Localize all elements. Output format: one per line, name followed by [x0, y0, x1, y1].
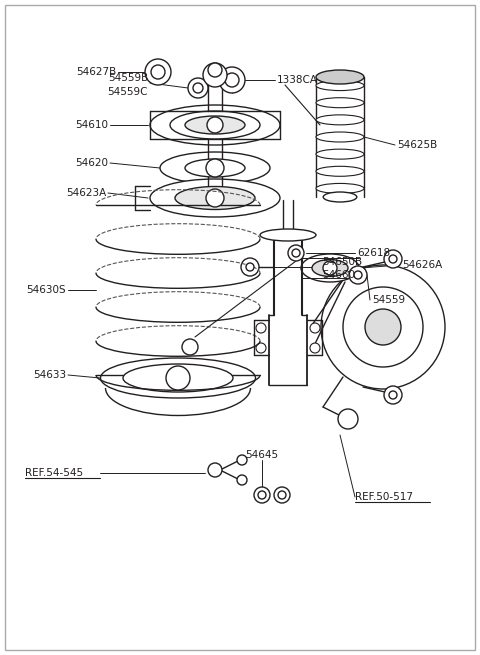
Ellipse shape: [170, 111, 260, 139]
Ellipse shape: [150, 179, 280, 217]
Circle shape: [237, 475, 247, 485]
Text: 54559B: 54559B: [108, 73, 148, 83]
Ellipse shape: [316, 166, 364, 176]
Circle shape: [145, 59, 171, 85]
Circle shape: [151, 65, 165, 79]
Circle shape: [389, 391, 397, 399]
Circle shape: [292, 249, 300, 257]
Circle shape: [323, 261, 337, 275]
Circle shape: [256, 343, 266, 353]
Text: REF.54-545: REF.54-545: [25, 468, 83, 478]
Text: REF.50-517: REF.50-517: [355, 492, 413, 502]
Circle shape: [258, 491, 266, 499]
Text: 54660: 54660: [322, 270, 355, 280]
Circle shape: [193, 83, 203, 93]
Circle shape: [225, 73, 239, 87]
Ellipse shape: [100, 358, 255, 398]
Circle shape: [219, 67, 245, 93]
Text: 54645: 54645: [245, 450, 278, 460]
Circle shape: [203, 63, 227, 87]
Circle shape: [321, 265, 445, 389]
Ellipse shape: [123, 364, 233, 392]
Circle shape: [338, 409, 358, 429]
Circle shape: [354, 271, 362, 279]
Text: 54559C: 54559C: [108, 87, 148, 97]
Ellipse shape: [185, 159, 245, 177]
Text: 54623A: 54623A: [66, 188, 106, 198]
Circle shape: [288, 245, 304, 261]
Text: 1338CA: 1338CA: [277, 75, 318, 85]
Ellipse shape: [185, 116, 245, 134]
Circle shape: [278, 491, 286, 499]
Circle shape: [207, 117, 223, 133]
Circle shape: [246, 263, 254, 271]
Circle shape: [349, 266, 367, 284]
Text: 54626A: 54626A: [402, 260, 442, 270]
Circle shape: [384, 250, 402, 268]
Text: 54559: 54559: [372, 295, 405, 305]
Circle shape: [208, 63, 222, 77]
Ellipse shape: [316, 115, 364, 125]
Ellipse shape: [316, 81, 364, 90]
Ellipse shape: [260, 229, 316, 241]
Circle shape: [384, 386, 402, 404]
Circle shape: [274, 487, 290, 503]
Ellipse shape: [323, 192, 357, 202]
Circle shape: [241, 258, 259, 276]
Circle shape: [206, 159, 224, 177]
Text: 54625B: 54625B: [397, 140, 437, 150]
Text: 54650B: 54650B: [322, 257, 362, 267]
Ellipse shape: [316, 183, 364, 193]
Circle shape: [310, 323, 320, 333]
Ellipse shape: [312, 259, 348, 276]
Text: 54633: 54633: [33, 370, 66, 380]
Ellipse shape: [316, 70, 364, 84]
Circle shape: [208, 463, 222, 477]
Text: 54630S: 54630S: [26, 285, 66, 295]
Circle shape: [166, 366, 190, 390]
Ellipse shape: [175, 187, 255, 210]
Circle shape: [365, 309, 401, 345]
Text: 54620: 54620: [75, 158, 108, 168]
Text: 62618: 62618: [357, 248, 390, 258]
Ellipse shape: [316, 132, 364, 142]
Circle shape: [310, 343, 320, 353]
Ellipse shape: [316, 98, 364, 107]
Circle shape: [188, 78, 208, 98]
Text: 54627B: 54627B: [76, 67, 116, 77]
Circle shape: [256, 323, 266, 333]
Circle shape: [254, 487, 270, 503]
Circle shape: [237, 455, 247, 465]
Ellipse shape: [316, 149, 364, 159]
Ellipse shape: [301, 254, 359, 282]
Ellipse shape: [160, 152, 270, 184]
Text: 54610: 54610: [75, 120, 108, 130]
Circle shape: [182, 339, 198, 355]
Circle shape: [206, 189, 224, 207]
Circle shape: [389, 255, 397, 263]
Ellipse shape: [150, 105, 280, 145]
Circle shape: [343, 287, 423, 367]
